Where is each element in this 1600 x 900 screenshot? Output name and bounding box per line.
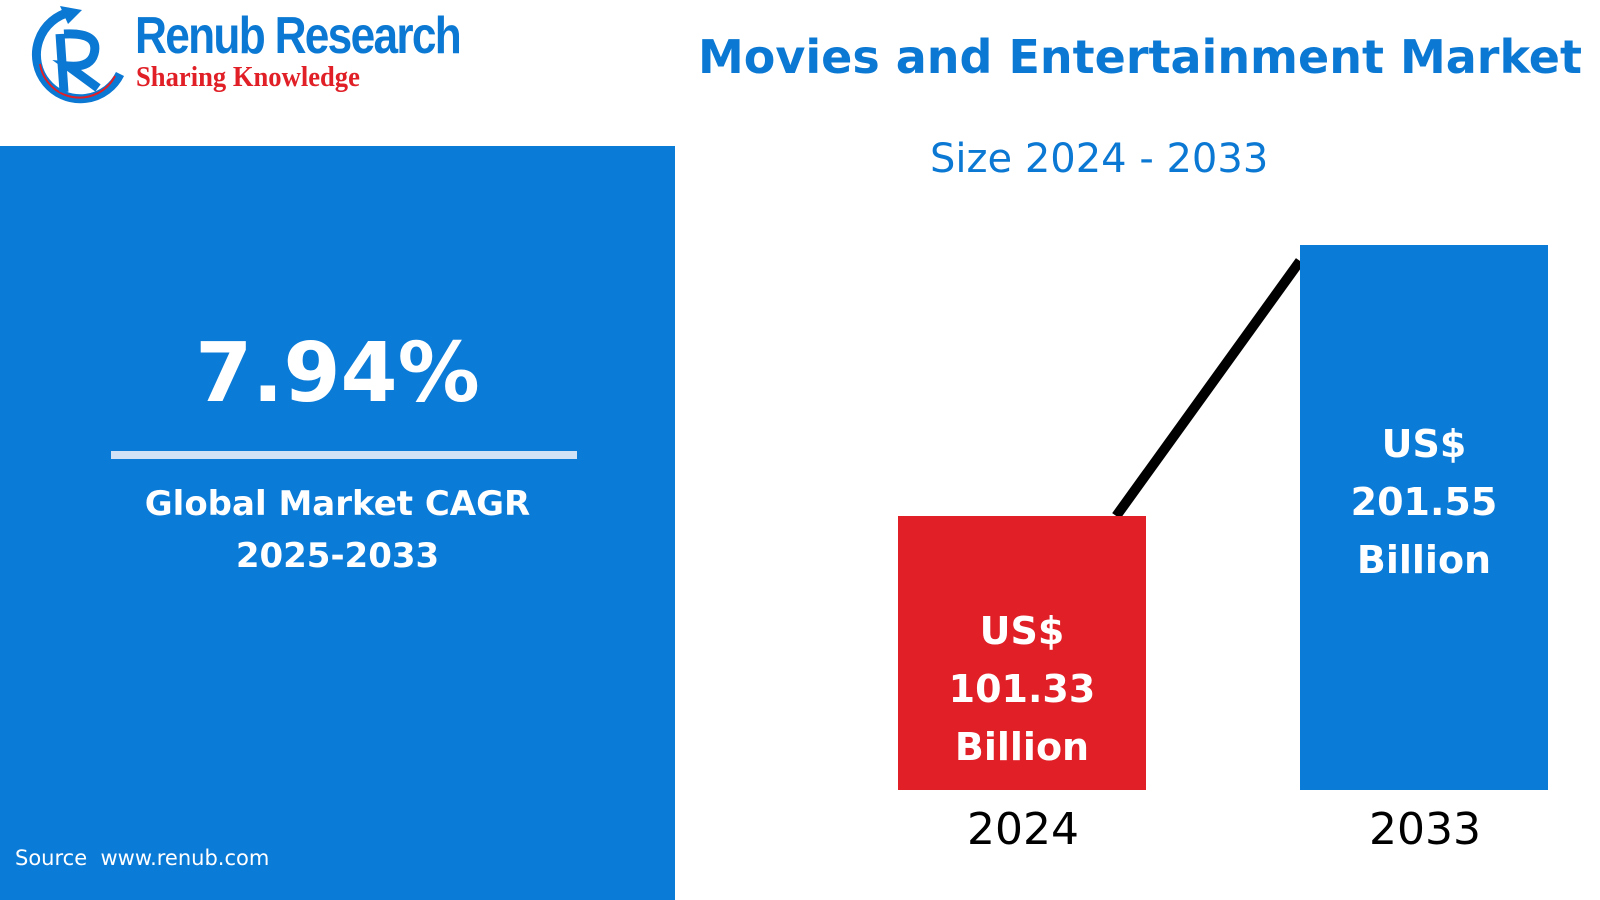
- chart-subtitle: Size 2024 - 2033: [930, 136, 1269, 182]
- bar-data-label: US$ 201.55 Billion: [1300, 415, 1548, 589]
- trend-line: [1112, 258, 1305, 519]
- bar-data-label: US$ 101.33 Billion: [898, 602, 1146, 776]
- divider: [111, 451, 577, 459]
- data-label-value: 101.33: [948, 666, 1096, 711]
- data-label-unit: Billion: [954, 724, 1090, 769]
- cagr-label-line2: 2025-2033: [235, 536, 440, 576]
- cagr-panel: 7.94% Global Market CAGR 2025-2033 Sourc…: [0, 146, 675, 900]
- cagr-label-line1: Global Market CAGR: [144, 484, 531, 524]
- logo: Renub Research Sharing Knowledge: [20, 4, 520, 104]
- bar-2024: [898, 515, 1146, 790]
- bar-2033: [1300, 245, 1548, 790]
- logo-mark-icon: [31, 6, 125, 104]
- cagr-value: 7.94%: [195, 326, 480, 421]
- data-label-currency: US$: [1381, 422, 1467, 466]
- data-label-currency: US$: [979, 608, 1065, 653]
- logo-tagline: Sharing Knowledge: [136, 62, 360, 93]
- x-tick-label: 2024: [967, 804, 1079, 855]
- chart-title: Movies and Entertainment Market: [698, 30, 1582, 84]
- logo-name: Renub Research: [135, 7, 462, 65]
- cagr-label: Global Market CAGR 2025-2033: [0, 478, 675, 582]
- data-label-value: 201.55: [1350, 480, 1498, 524]
- x-tick-label: 2033: [1369, 804, 1481, 855]
- source-text: Source www.renub.com: [15, 846, 270, 870]
- data-label-unit: Billion: [1356, 538, 1492, 582]
